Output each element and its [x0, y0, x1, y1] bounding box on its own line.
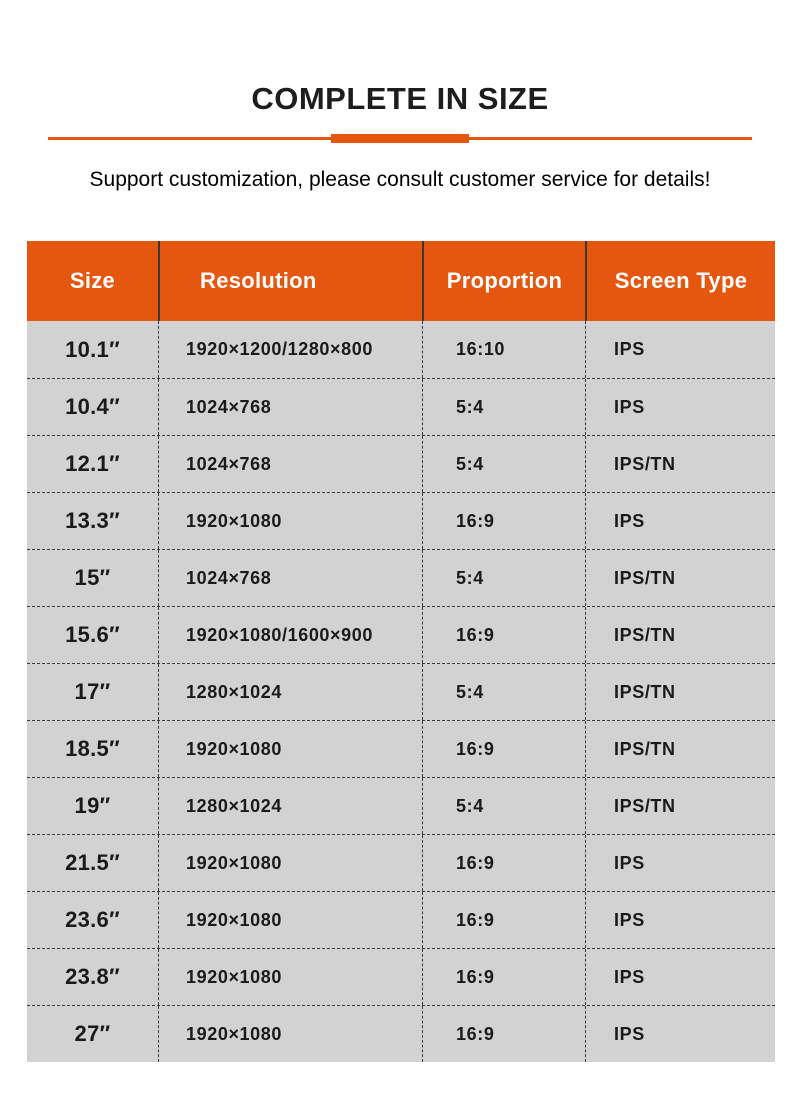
proportion-cell: 16:9: [422, 607, 585, 663]
resolution-cell: 1920×1080: [158, 721, 422, 777]
table-row: 17″ 1280×1024 5:4 IPS/TN: [27, 663, 775, 720]
resolution-cell: 1920×1080: [158, 949, 422, 1005]
resolution-cell: 1024×768: [158, 550, 422, 606]
proportion-cell: 5:4: [422, 550, 585, 606]
proportion-cell: 16:9: [422, 892, 585, 948]
table-row: 12.1″ 1024×768 5:4 IPS/TN: [27, 435, 775, 492]
proportion-cell: 16:9: [422, 949, 585, 1005]
table-row: 21.5″ 1920×1080 16:9 IPS: [27, 834, 775, 891]
table-row: 19″ 1280×1024 5:4 IPS/TN: [27, 777, 775, 834]
table-row: 13.3″ 1920×1080 16:9 IPS: [27, 492, 775, 549]
resolution-cell: 1920×1080/1600×900: [158, 607, 422, 663]
screen-type-cell: IPS/TN: [585, 664, 775, 720]
table-row: 10.4″ 1024×768 5:4 IPS: [27, 378, 775, 435]
resolution-cell: 1024×768: [158, 436, 422, 492]
size-cell: 19″: [74, 793, 111, 818]
table-body: 10.1″ 1920×1200/1280×800 16:10 IPS 10.4″…: [27, 321, 775, 1062]
table-row: 23.8″ 1920×1080 16:9 IPS: [27, 948, 775, 1005]
screen-type-cell: IPS: [585, 892, 775, 948]
screen-type-cell: IPS/TN: [585, 436, 775, 492]
size-cell: 15.6″: [65, 622, 120, 647]
table-row: 23.6″ 1920×1080 16:9 IPS: [27, 891, 775, 948]
table-header: Size Resolution Proportion Screen Type: [27, 241, 775, 321]
table-row: 10.1″ 1920×1200/1280×800 16:10 IPS: [27, 321, 775, 378]
size-cell: 10.1″: [65, 336, 120, 362]
size-cell: 15″: [74, 565, 111, 590]
screen-type-cell: IPS: [585, 835, 775, 891]
resolution-cell: 1920×1200/1280×800: [158, 321, 422, 378]
screen-type-cell: IPS/TN: [585, 721, 775, 777]
resolution-cell: 1280×1024: [158, 778, 422, 834]
size-cell: 12.1″: [65, 451, 120, 476]
header-cell-resolution: Resolution: [158, 241, 422, 321]
proportion-cell: 16:9: [422, 721, 585, 777]
resolution-cell: 1024×768: [158, 379, 422, 435]
divider-thick-segment: [331, 134, 469, 143]
proportion-cell: 16:9: [422, 1006, 585, 1062]
table-row: 15.6″ 1920×1080/1600×900 16:9 IPS/TN: [27, 606, 775, 663]
table-row: 27″ 1920×1080 16:9 IPS: [27, 1005, 775, 1062]
header-cell-screen-type: Screen Type: [585, 241, 775, 321]
proportion-cell: 5:4: [422, 436, 585, 492]
page-subtitle: Support customization, please consult cu…: [89, 168, 711, 191]
size-cell: 17″: [74, 679, 111, 704]
page-title: COMPLETE IN SIZE: [251, 81, 549, 116]
screen-type-cell: IPS: [585, 949, 775, 1005]
header-cell-size: Size: [69, 268, 116, 293]
resolution-cell: 1920×1080: [158, 835, 422, 891]
screen-type-cell: IPS: [585, 379, 775, 435]
header-cell-proportion: Proportion: [422, 241, 585, 321]
size-cell: 27″: [74, 1021, 111, 1046]
size-cell: 10.4″: [65, 394, 120, 419]
screen-type-cell: IPS/TN: [585, 550, 775, 606]
proportion-cell: 5:4: [422, 664, 585, 720]
screen-type-cell: IPS/TN: [585, 607, 775, 663]
proportion-cell: 5:4: [422, 379, 585, 435]
table-row: 15″ 1024×768 5:4 IPS/TN: [27, 549, 775, 606]
size-cell: 13.3″: [65, 508, 120, 533]
screen-type-cell: IPS/TN: [585, 778, 775, 834]
proportion-cell: 16:9: [422, 493, 585, 549]
spec-table: Size Resolution Proportion Screen Type 1…: [27, 241, 775, 1062]
table-row: 18.5″ 1920×1080 16:9 IPS/TN: [27, 720, 775, 777]
screen-type-cell: IPS: [585, 321, 775, 378]
resolution-cell: 1920×1080: [158, 1006, 422, 1062]
resolution-cell: 1280×1024: [158, 664, 422, 720]
proportion-cell: 5:4: [422, 778, 585, 834]
resolution-cell: 1920×1080: [158, 892, 422, 948]
screen-type-cell: IPS: [585, 493, 775, 549]
size-cell: 18.5″: [65, 736, 120, 761]
size-cell: 23.6″: [65, 907, 120, 932]
size-cell: 23.8″: [65, 964, 120, 989]
resolution-cell: 1920×1080: [158, 493, 422, 549]
size-cell: 21.5″: [65, 850, 120, 875]
section-divider: [48, 134, 752, 143]
proportion-cell: 16:10: [422, 321, 585, 378]
proportion-cell: 16:9: [422, 835, 585, 891]
screen-type-cell: IPS: [585, 1006, 775, 1062]
